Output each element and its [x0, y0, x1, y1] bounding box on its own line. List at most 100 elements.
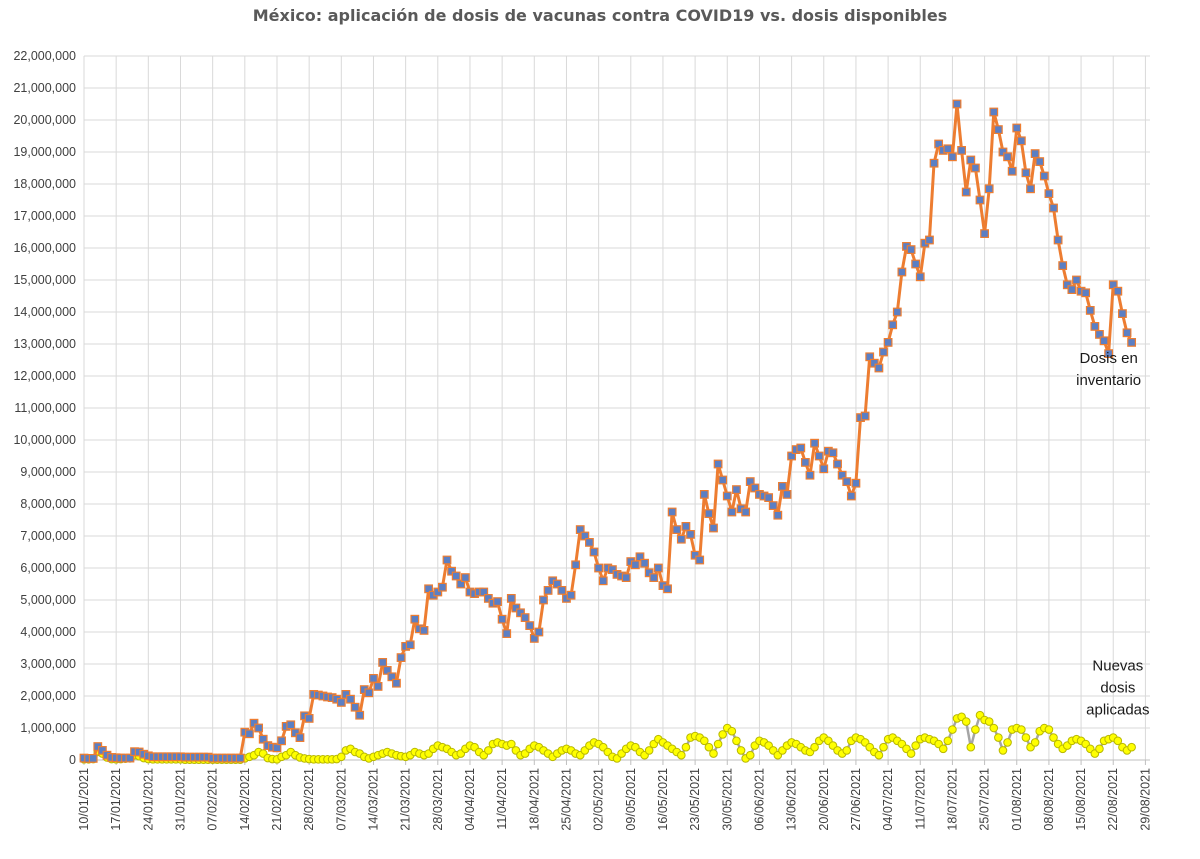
- data-point-inventory: [369, 673, 378, 683]
- data-point-applied: [704, 742, 714, 752]
- x-tick-label: 04/04/2021: [463, 768, 477, 831]
- data-point-inventory: [681, 521, 691, 531]
- data-point-applied: [998, 746, 1008, 755]
- data-point-inventory: [796, 443, 806, 453]
- data-point-inventory: [828, 448, 838, 458]
- data-point-applied: [994, 733, 1003, 742]
- data-point-applied: [971, 725, 980, 734]
- data-point-inventory: [768, 501, 778, 510]
- y-tick-label: 9,000,000: [20, 465, 76, 479]
- data-point-inventory: [874, 363, 884, 373]
- x-tick-label: 25/07/2021: [978, 768, 992, 831]
- data-point-applied: [713, 739, 723, 749]
- data-point-applied: [1044, 725, 1054, 734]
- data-point-inventory: [580, 531, 590, 541]
- data-point-applied: [1113, 736, 1123, 746]
- x-tick-label: 28/02/2021: [302, 768, 316, 831]
- data-point-inventory: [254, 723, 264, 733]
- data-point-inventory: [879, 347, 888, 357]
- y-tick-label: 12,000,000: [13, 369, 76, 383]
- data-point-inventory: [1003, 152, 1012, 162]
- data-point-inventory: [336, 697, 346, 707]
- data-point-inventory: [1099, 336, 1109, 346]
- data-point-applied: [732, 736, 741, 746]
- data-point-inventory: [566, 590, 576, 600]
- data-point-inventory: [245, 729, 254, 739]
- data-point-inventory: [741, 507, 751, 517]
- data-point-inventory: [1104, 349, 1114, 358]
- data-point-applied: [874, 750, 884, 760]
- series-dosis-en-inventario: [79, 99, 1137, 763]
- data-point-inventory: [589, 547, 599, 557]
- y-tick-label: 0: [69, 753, 76, 767]
- x-tick-label: 10/01/2021: [77, 768, 91, 831]
- y-axis: 0 1,000,000 2,000,000 3,000,000 4,000,000 5,0…: [13, 49, 76, 767]
- data-point-inventory: [249, 718, 259, 728]
- data-point-inventory: [424, 584, 434, 594]
- data-point-inventory: [842, 477, 852, 486]
- data-point-inventory: [506, 593, 516, 603]
- data-point-inventory: [1044, 189, 1054, 199]
- annotation-label: dosis: [1100, 679, 1135, 696]
- data-point-inventory: [502, 629, 512, 638]
- y-tick-label: 2,000,000: [20, 689, 76, 703]
- y-tick-label: 1,000,000: [20, 721, 76, 735]
- data-point-inventory: [1122, 328, 1132, 338]
- data-point-inventory: [667, 507, 677, 517]
- data-point-inventory: [290, 728, 300, 738]
- y-tick-label: 5,000,000: [20, 593, 76, 607]
- data-point-inventory: [479, 587, 489, 597]
- data-point-inventory: [782, 490, 792, 499]
- y-tick-label: 6,000,000: [20, 561, 76, 575]
- data-point-inventory: [286, 720, 296, 730]
- data-point-inventory: [929, 158, 939, 168]
- data-point-inventory: [943, 144, 953, 154]
- x-tick-label: 08/08/2021: [1042, 768, 1056, 831]
- data-point-inventory: [814, 451, 824, 461]
- x-tick-label: 13/06/2021: [785, 768, 799, 831]
- data-point-inventory: [258, 734, 268, 744]
- data-point-applied: [1049, 733, 1058, 742]
- data-point-inventory: [676, 534, 686, 544]
- data-point-applied: [906, 749, 916, 758]
- data-point-inventory: [695, 555, 705, 565]
- y-tick-label: 22,000,000: [13, 49, 76, 63]
- y-tick-label: 20,000,000: [13, 113, 76, 127]
- y-tick-label: 18,000,000: [13, 177, 76, 191]
- data-point-inventory: [993, 125, 1003, 135]
- data-point-inventory: [837, 470, 847, 480]
- y-tick-label: 11,000,000: [14, 401, 76, 415]
- x-axis: 10/01/2021 17/01/2021 24/01/2021 31/01/2021…: [77, 759, 1152, 831]
- data-point-inventory: [704, 509, 714, 518]
- data-point-inventory: [525, 621, 535, 630]
- data-point-inventory: [419, 625, 429, 635]
- y-tick-label: 7,000,000: [20, 529, 76, 543]
- x-tick-label: 01/08/2021: [1010, 768, 1024, 831]
- x-tick-label: 06/06/2021: [752, 768, 766, 831]
- data-point-inventory: [640, 558, 649, 568]
- data-point-inventory: [998, 147, 1008, 157]
- data-point-inventory: [690, 550, 700, 560]
- x-tick-label: 31/01/2021: [173, 768, 187, 831]
- data-point-inventory: [295, 733, 305, 742]
- y-tick-label: 13,000,000: [13, 337, 76, 351]
- data-point-inventory: [1127, 338, 1137, 347]
- y-tick-label: 17,000,000: [13, 209, 76, 223]
- data-point-inventory: [915, 272, 925, 282]
- data-point-inventory: [961, 187, 971, 197]
- x-tick-label: 22/08/2021: [1106, 768, 1120, 831]
- data-point-inventory: [621, 573, 631, 582]
- data-point-applied: [966, 742, 976, 752]
- data-point-inventory: [543, 585, 553, 595]
- data-point-inventory: [387, 672, 397, 682]
- data-point-inventory: [437, 582, 447, 592]
- data-point-inventory: [888, 320, 898, 330]
- data-point-applied: [938, 744, 948, 754]
- chart-title: México: aplicación de dosis de vacunas c…: [252, 6, 948, 25]
- data-point-applied: [1095, 744, 1104, 754]
- data-point-inventory: [948, 152, 957, 162]
- data-point-inventory: [1118, 309, 1127, 318]
- data-point-applied: [961, 717, 971, 726]
- x-tick-label: 18/07/2021: [945, 768, 959, 831]
- data-point-inventory: [672, 525, 682, 534]
